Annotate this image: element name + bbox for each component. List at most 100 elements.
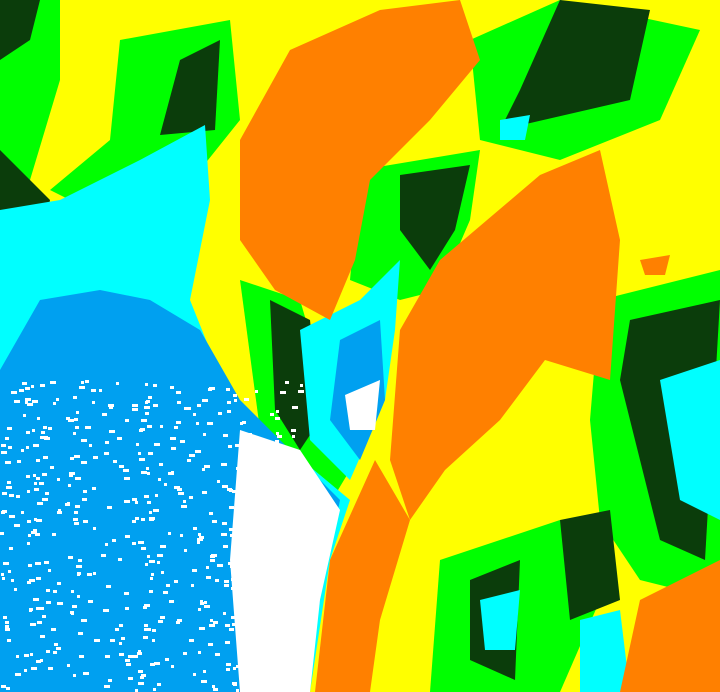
white-speckle: [276, 432, 279, 435]
white-speckle: [174, 486, 180, 489]
white-speckle: [27, 542, 30, 545]
white-speckle: [70, 457, 74, 460]
white-speckle: [297, 586, 300, 589]
white-speckle: [204, 601, 207, 604]
white-speckle: [227, 410, 231, 413]
white-speckle: [225, 641, 230, 644]
white-speckle: [170, 386, 174, 389]
white-speckle: [144, 406, 150, 409]
white-speckle: [189, 639, 194, 642]
white-speckle: [23, 414, 26, 417]
white-speckle: [72, 605, 77, 608]
white-speckle: [42, 431, 45, 434]
white-speckle: [151, 573, 154, 576]
white-speckle: [73, 674, 76, 677]
white-speckle: [245, 441, 248, 444]
white-speckle: [9, 486, 12, 489]
white-speckle: [71, 590, 74, 593]
white-speckle: [147, 501, 151, 504]
white-speckle: [298, 645, 304, 648]
white-speckle: [249, 433, 252, 436]
white-speckle: [26, 475, 30, 478]
white-speckle: [115, 628, 119, 631]
white-speckle: [231, 587, 234, 590]
white-speckle: [75, 477, 81, 480]
white-speckle: [31, 531, 37, 534]
white-speckle: [125, 659, 130, 662]
white-speckle: [21, 449, 24, 452]
white-speckle: [146, 467, 149, 470]
white-speckle: [93, 572, 96, 575]
white-speckle: [269, 463, 272, 466]
white-speckle: [285, 566, 288, 569]
white-speckle: [132, 542, 136, 545]
white-speckle: [280, 588, 283, 591]
white-speckle: [132, 520, 136, 523]
white-speckle: [176, 421, 181, 424]
white-speckle: [32, 400, 38, 403]
white-speckle: [272, 596, 278, 599]
white-speckle: [209, 512, 213, 515]
white-speckle: [180, 440, 185, 443]
white-speckle: [203, 433, 206, 436]
white-speckle: [292, 406, 298, 409]
white-speckle: [88, 600, 93, 603]
white-speckle: [235, 444, 241, 447]
white-speckle: [29, 608, 33, 611]
white-speckle: [73, 432, 76, 435]
white-speckle: [237, 603, 243, 606]
white-speckle: [9, 515, 15, 518]
white-speckle: [230, 565, 233, 568]
white-speckle: [75, 426, 79, 429]
white-speckle: [154, 443, 160, 446]
white-speckle: [229, 628, 234, 631]
white-speckle: [249, 643, 252, 646]
white-speckle: [288, 541, 291, 544]
white-speckle: [154, 662, 160, 665]
white-speckle: [233, 667, 236, 670]
white-speckle: [224, 584, 229, 587]
white-speckle: [145, 383, 148, 386]
white-speckle: [160, 616, 165, 619]
white-speckle: [15, 673, 21, 676]
white-speckle: [75, 505, 80, 508]
white-speckle: [184, 407, 188, 410]
white-speckle: [231, 616, 236, 619]
white-speckle: [138, 541, 144, 544]
white-speckle: [5, 437, 9, 440]
white-speckle: [231, 578, 234, 581]
white-speckle: [119, 465, 124, 468]
white-speckle: [213, 621, 218, 624]
white-speckle: [276, 679, 279, 682]
white-speckle: [3, 616, 7, 619]
white-speckle: [289, 453, 295, 456]
white-speckle: [202, 491, 207, 494]
white-speckle: [266, 487, 269, 490]
white-speckle: [237, 601, 241, 604]
white-speckle: [85, 426, 91, 429]
white-speckle: [104, 452, 109, 455]
white-speckle: [3, 562, 9, 565]
white-speckle: [118, 558, 122, 561]
white-speckle: [169, 600, 174, 603]
white-speckle: [117, 437, 122, 440]
white-speckle: [26, 446, 29, 449]
white-speckle: [248, 574, 254, 577]
white-speckle: [193, 527, 197, 530]
white-speckle: [78, 632, 83, 635]
white-speckle: [242, 619, 245, 622]
white-speckle: [164, 483, 167, 486]
white-speckle: [279, 579, 285, 582]
white-speckle: [150, 577, 153, 580]
white-speckle: [177, 619, 182, 622]
white-speckle: [223, 545, 228, 548]
white-speckle: [204, 605, 210, 608]
white-speckle: [66, 417, 70, 420]
white-speckle: [163, 591, 168, 594]
white-speckle: [180, 534, 183, 537]
white-speckle: [19, 389, 24, 392]
white-speckle: [187, 459, 191, 462]
white-speckle: [280, 391, 286, 394]
white-speckle: [82, 498, 87, 501]
white-speckle: [232, 623, 235, 626]
